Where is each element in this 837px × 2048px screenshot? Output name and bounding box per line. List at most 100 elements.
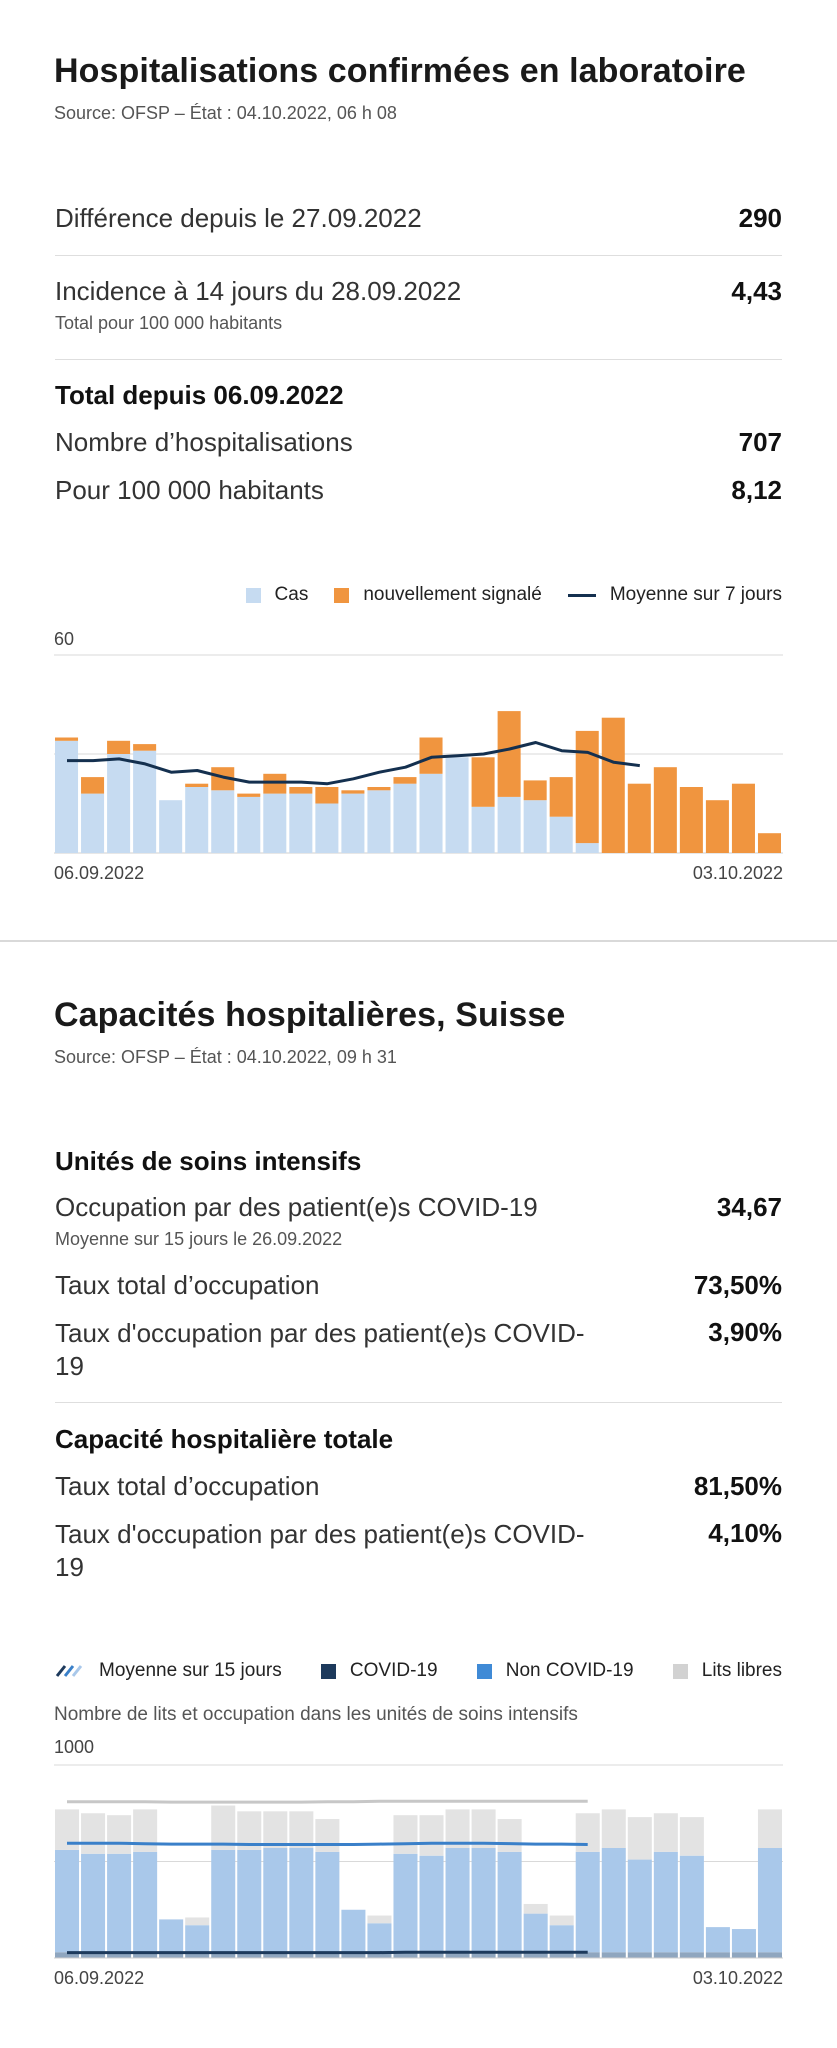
bar-new bbox=[757, 833, 781, 853]
hosp-rate-value: 4,10% bbox=[708, 1518, 782, 1548]
capacity-chart: 1000 06.09.2022 03.10.2022 bbox=[54, 1737, 783, 1988]
divider bbox=[55, 1402, 782, 1403]
bar-covid bbox=[159, 1952, 184, 1958]
diff-row: Différence depuis le 27.09.2022 290 bbox=[55, 203, 782, 234]
hosp-capacity-header: Capacité hospitalière totale bbox=[55, 1424, 394, 1454]
bar-new bbox=[367, 787, 391, 791]
bar-covid bbox=[575, 1952, 600, 1958]
bar-covid bbox=[523, 1952, 548, 1958]
bar-free bbox=[419, 1815, 444, 1856]
bar-free bbox=[133, 1809, 158, 1852]
bar-covid bbox=[341, 1952, 366, 1958]
bar-covid bbox=[315, 1952, 340, 1958]
bar-covid bbox=[419, 1952, 444, 1958]
bar-new bbox=[211, 767, 235, 791]
x-end-label: 03.10.2022 bbox=[693, 1968, 783, 1988]
bar-new bbox=[679, 787, 703, 853]
legend-cases: Cas bbox=[245, 584, 308, 606]
hospitalisations-chart: 60 06.09.2022 03.10.2022 bbox=[54, 629, 783, 883]
bar-free bbox=[575, 1813, 600, 1852]
x-start-label: 06.09.2022 bbox=[54, 863, 144, 883]
bar-free bbox=[185, 1917, 210, 1926]
icu-total-label: Taux total d’occupation bbox=[55, 1270, 320, 1300]
avg15-free-line bbox=[67, 1799, 588, 1804]
icu-total-value: 73,50% bbox=[693, 1270, 782, 1300]
bar-noncovid bbox=[497, 1851, 522, 1953]
avg7-line bbox=[67, 741, 640, 786]
bar-cases bbox=[393, 783, 417, 853]
bar-cases bbox=[523, 800, 547, 853]
capacity-legend: Moyenne sur 15 jours COVID-19 Non COVID-… bbox=[55, 1660, 782, 1682]
icu-rate-label: Taux d'occupation par des patient(e)s CO… bbox=[55, 1318, 585, 1381]
bar-new bbox=[133, 744, 157, 751]
divider bbox=[55, 359, 782, 360]
legend-avg15: Moyenne sur 15 jours bbox=[55, 1660, 282, 1682]
noncovid-swatch bbox=[476, 1663, 492, 1679]
bar-covid bbox=[393, 1952, 418, 1958]
bar-free bbox=[549, 1915, 574, 1926]
bar-cases bbox=[315, 803, 339, 853]
hospitalisations-section: Hospitalisations confirmées en laboratoi… bbox=[0, 52, 837, 124]
bar-noncovid bbox=[731, 1929, 756, 1953]
bar-noncovid bbox=[601, 1847, 626, 1953]
bar-noncovid bbox=[757, 1847, 782, 1953]
bar-cases bbox=[549, 816, 573, 853]
bar-covid bbox=[471, 1952, 496, 1958]
bar-noncovid bbox=[523, 1913, 548, 1953]
bar-covid bbox=[81, 1952, 106, 1958]
bar-covid bbox=[185, 1952, 210, 1958]
bar-noncovid bbox=[185, 1925, 210, 1953]
diff-label: Différence depuis le 27.09.2022 bbox=[55, 203, 422, 233]
bar-noncovid bbox=[55, 1849, 80, 1953]
bar-noncovid bbox=[471, 1847, 496, 1953]
bar-free bbox=[627, 1817, 652, 1860]
bar-new bbox=[627, 783, 651, 853]
bar-new bbox=[575, 730, 599, 844]
bar-cases bbox=[445, 757, 469, 853]
bar-new bbox=[107, 740, 131, 754]
bar-cases bbox=[211, 790, 235, 853]
bar-covid bbox=[211, 1952, 236, 1958]
bar-free bbox=[653, 1813, 678, 1852]
per100k-row: Pour 100 000 habitants 8,12 bbox=[55, 475, 782, 506]
bar-cases bbox=[471, 806, 495, 853]
per100k-value: 8,12 bbox=[731, 475, 782, 505]
bar-new bbox=[419, 737, 443, 774]
capacity-title: Capacités hospitalières, Suisse bbox=[54, 996, 566, 1034]
hosp-total-label: Taux total d’occupation bbox=[55, 1471, 320, 1501]
diff-value: 290 bbox=[738, 203, 782, 233]
icu-rate-row: Taux d'occupation par des patient(e)s CO… bbox=[55, 1317, 782, 1383]
hosp-legend: Cas nouvellement signalé Moyenne sur 7 j… bbox=[55, 584, 782, 606]
bar-free bbox=[445, 1809, 470, 1848]
bar-new bbox=[263, 773, 287, 794]
legend-covid: COVID-19 bbox=[320, 1660, 438, 1682]
icu-header: Unités de soins intensifs bbox=[55, 1146, 362, 1176]
bar-cases bbox=[289, 793, 313, 853]
bar-new bbox=[497, 711, 521, 797]
bar-noncovid bbox=[575, 1851, 600, 1953]
icu-rate-value: 3,90% bbox=[708, 1317, 782, 1347]
bar-covid bbox=[627, 1952, 652, 1958]
bar-cases bbox=[185, 787, 209, 853]
bar-cases bbox=[237, 796, 261, 853]
bar-covid bbox=[497, 1952, 522, 1958]
bar-noncovid bbox=[263, 1847, 288, 1953]
count-row: Nombre d’hospitalisations 707 bbox=[55, 427, 782, 458]
bar-new bbox=[185, 783, 209, 787]
bar-noncovid bbox=[445, 1847, 470, 1953]
bar-noncovid bbox=[679, 1855, 704, 1953]
bar-covid bbox=[679, 1952, 704, 1958]
bar-covid bbox=[263, 1952, 288, 1958]
x-end-label: 03.10.2022 bbox=[693, 863, 783, 883]
avg15-noncovid-line bbox=[67, 1841, 588, 1846]
bar-cases bbox=[263, 793, 287, 853]
bar-new bbox=[471, 757, 495, 807]
icu-covid-value: 34,67 bbox=[716, 1192, 782, 1222]
bar-covid bbox=[237, 1952, 262, 1958]
hosp-total-row: Taux total d’occupation 81,50% bbox=[55, 1471, 782, 1502]
capacity-chart-title: Nombre de lits et occupation dans les un… bbox=[54, 1704, 578, 1725]
bar-new bbox=[601, 717, 625, 853]
legend-avg7: Moyenne sur 7 jours bbox=[567, 584, 782, 606]
bar-noncovid bbox=[367, 1923, 392, 1953]
bar-covid bbox=[367, 1952, 392, 1958]
